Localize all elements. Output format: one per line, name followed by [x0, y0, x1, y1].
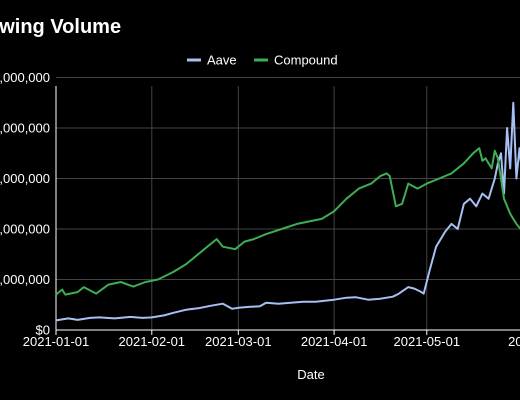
- y-tick-label: $0: [36, 323, 50, 338]
- x-tick-label: 2021-02-01: [119, 334, 186, 349]
- legend-label-compound: Compound: [274, 53, 338, 68]
- y-tick-label: ,000,000: [0, 272, 50, 287]
- series-line-aave: [55, 101, 520, 322]
- series-lines: [55, 101, 520, 322]
- series-line-compound: [55, 147, 520, 296]
- gridlines: [56, 77, 520, 330]
- chart-title: owing Volume: [0, 16, 122, 38]
- x-tick-label: 2021-04-01: [301, 334, 368, 349]
- x-tick-label: 2021-01-01: [23, 334, 90, 349]
- legend: Aave Compound: [187, 53, 338, 68]
- y-tick-label: 0,000,000: [0, 121, 50, 136]
- y-tick-label: 0,000,000: [0, 171, 50, 186]
- legend-label-aave: Aave: [207, 53, 237, 68]
- x-tick-label: 2021-03-01: [205, 334, 272, 349]
- x-axis-label: Date: [297, 367, 324, 382]
- y-tick-label: ,000,000: [0, 70, 50, 85]
- y-tick-label: 0,000,000: [0, 222, 50, 237]
- x-tick-label: 2021: [508, 334, 520, 349]
- axes: $0 ,000,000 0,000,000 0,000,000 0,000,000 ,00…: [0, 70, 520, 349]
- x-tick-label: 2021-05-01: [394, 334, 461, 349]
